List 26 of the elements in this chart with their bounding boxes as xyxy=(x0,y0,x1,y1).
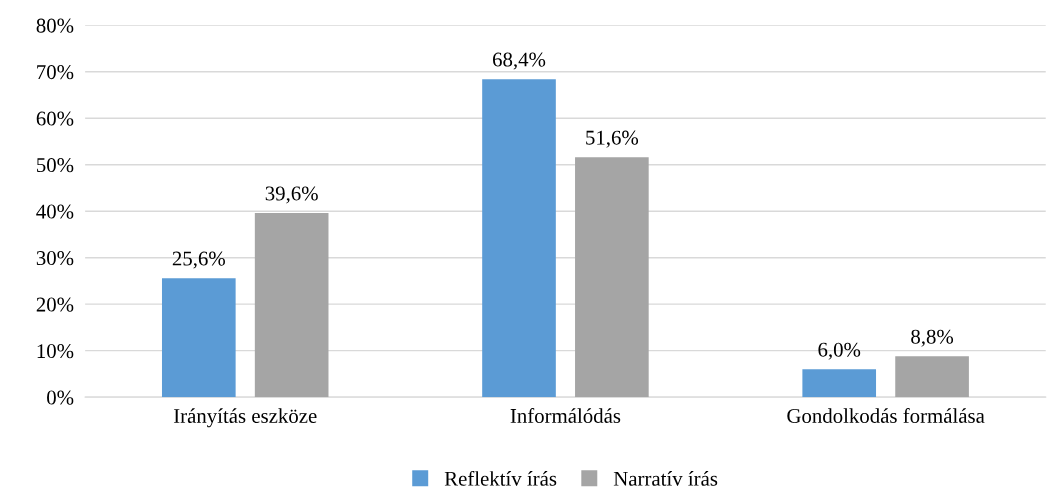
bar xyxy=(575,157,649,398)
y-tick-label: 10% xyxy=(37,344,74,359)
bar xyxy=(254,213,329,398)
bar xyxy=(802,369,877,398)
bar xyxy=(482,79,556,398)
x-tick-label: Gondolkodás formálása xyxy=(787,408,985,423)
data-label: 51,6% xyxy=(586,130,639,148)
y-tick-label: 70% xyxy=(37,65,74,80)
bar xyxy=(895,356,969,398)
data-label: 6,0% xyxy=(818,342,861,360)
legend-label: Reflektív írás xyxy=(444,470,557,486)
x-tick-label: Informálódás xyxy=(510,408,621,423)
legend-label: Narratív írás xyxy=(613,471,718,486)
y-tick-label: 80% xyxy=(36,18,74,33)
y-tick-label: 0% xyxy=(47,390,74,405)
y-tick-label: 20% xyxy=(36,297,74,312)
data-label: 25,6% xyxy=(172,251,225,269)
x-tick-label: Irányítás eszköze xyxy=(173,408,317,428)
data-label: 68,4% xyxy=(493,52,546,70)
y-tick-label: 60% xyxy=(36,111,74,126)
y-tick-label: 50% xyxy=(37,158,74,173)
data-label: 8,8% xyxy=(911,329,954,347)
y-tick-label: 40% xyxy=(36,204,74,219)
bar xyxy=(161,278,236,398)
data-label: 39,6% xyxy=(265,186,318,204)
y-tick-label: 30% xyxy=(36,251,74,266)
